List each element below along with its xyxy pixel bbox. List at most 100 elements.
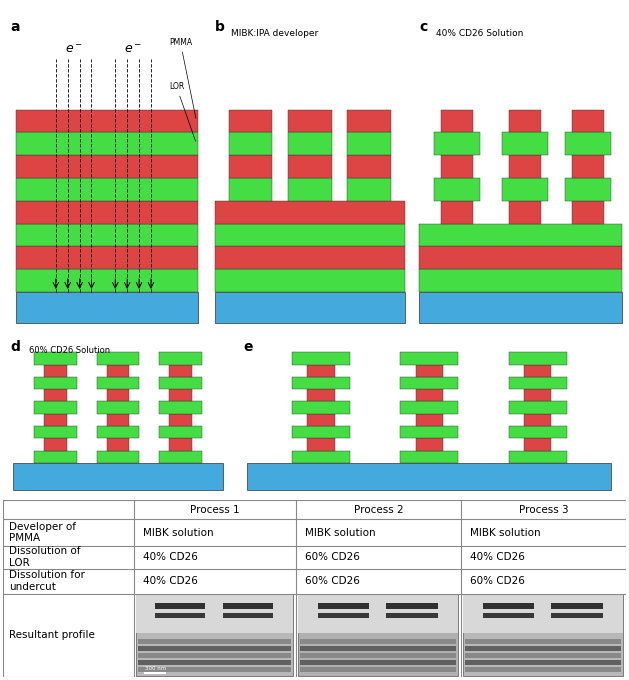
Bar xyxy=(465,639,621,643)
Bar xyxy=(136,596,293,633)
Bar xyxy=(44,389,67,401)
Bar xyxy=(308,439,335,451)
Bar xyxy=(16,201,199,224)
Bar xyxy=(465,646,621,651)
Bar xyxy=(347,178,391,201)
Bar xyxy=(44,414,67,426)
Bar xyxy=(524,439,551,451)
Bar xyxy=(288,109,331,133)
Bar xyxy=(169,364,192,377)
Bar xyxy=(298,596,459,633)
Bar xyxy=(223,603,273,609)
Bar xyxy=(155,603,206,609)
Text: 60% CD26: 60% CD26 xyxy=(305,576,360,586)
Bar xyxy=(347,109,391,133)
Bar xyxy=(107,414,129,426)
Bar xyxy=(169,389,192,401)
Bar xyxy=(228,155,272,178)
Bar xyxy=(159,377,202,389)
Bar xyxy=(34,426,77,439)
Bar xyxy=(300,646,457,651)
Bar xyxy=(138,646,291,651)
Bar xyxy=(524,389,551,401)
Bar xyxy=(292,401,350,414)
Bar xyxy=(509,451,567,463)
Bar xyxy=(16,155,199,178)
Bar xyxy=(300,639,457,643)
Bar xyxy=(300,667,457,672)
Bar xyxy=(300,660,457,665)
Bar xyxy=(318,613,369,619)
Bar xyxy=(288,155,331,178)
Text: b: b xyxy=(214,20,225,34)
Text: Process 2: Process 2 xyxy=(353,505,403,515)
Bar xyxy=(138,667,291,672)
Bar xyxy=(465,667,621,672)
Text: e: e xyxy=(243,340,253,354)
Bar xyxy=(552,613,603,619)
Bar xyxy=(420,292,621,324)
Text: MIBK:IPA developer: MIBK:IPA developer xyxy=(231,29,318,38)
Bar xyxy=(482,613,534,619)
Text: Process 3: Process 3 xyxy=(518,505,568,515)
Bar xyxy=(159,451,202,463)
Bar xyxy=(501,178,548,201)
Bar xyxy=(288,178,331,201)
Bar xyxy=(97,426,139,439)
Bar xyxy=(34,352,77,364)
Bar xyxy=(442,155,473,178)
Bar xyxy=(34,401,77,414)
Bar xyxy=(34,377,77,389)
Bar xyxy=(400,352,459,364)
Bar xyxy=(44,364,67,377)
Bar xyxy=(509,401,567,414)
Text: 60% CD26: 60% CD26 xyxy=(305,552,360,562)
Text: MIBK solution: MIBK solution xyxy=(305,528,376,537)
Text: Dissolution of
LOR: Dissolution of LOR xyxy=(9,547,81,568)
Bar xyxy=(228,133,272,155)
Bar xyxy=(509,426,567,439)
Bar xyxy=(416,389,443,401)
Bar xyxy=(308,364,335,377)
Text: 40% CD26 Solution: 40% CD26 Solution xyxy=(437,29,523,38)
Bar xyxy=(16,178,199,201)
Bar xyxy=(509,352,567,364)
Bar xyxy=(464,596,623,633)
Bar xyxy=(524,364,551,377)
Bar xyxy=(434,178,481,201)
Bar xyxy=(501,133,548,155)
Text: Resultant profile: Resultant profile xyxy=(9,630,95,640)
Text: 40% CD26: 40% CD26 xyxy=(143,552,198,562)
Bar xyxy=(386,613,438,619)
Bar xyxy=(16,269,199,292)
Text: PMMA: PMMA xyxy=(169,37,196,118)
Bar xyxy=(308,414,335,426)
Bar xyxy=(509,109,540,133)
Bar xyxy=(400,451,459,463)
Text: 40% CD26: 40% CD26 xyxy=(470,552,525,562)
Bar xyxy=(16,246,199,269)
Bar xyxy=(524,414,551,426)
Text: 60% CD26 Solution: 60% CD26 Solution xyxy=(29,346,109,355)
Bar xyxy=(97,401,139,414)
Bar xyxy=(509,201,540,224)
Bar xyxy=(16,109,199,133)
Bar xyxy=(169,414,192,426)
Text: a: a xyxy=(10,20,19,34)
Text: e$^-$: e$^-$ xyxy=(124,43,142,56)
Bar xyxy=(247,463,611,490)
Bar xyxy=(465,660,621,665)
Bar xyxy=(228,109,272,133)
Bar xyxy=(288,133,331,155)
Bar xyxy=(434,133,481,155)
Bar xyxy=(400,401,459,414)
Bar xyxy=(97,451,139,463)
Text: 300 nm: 300 nm xyxy=(145,666,167,671)
Bar xyxy=(169,439,192,451)
Bar xyxy=(107,364,129,377)
Bar xyxy=(308,389,335,401)
Bar xyxy=(416,364,443,377)
Bar xyxy=(420,224,621,246)
Bar xyxy=(214,246,405,269)
Bar xyxy=(509,155,540,178)
